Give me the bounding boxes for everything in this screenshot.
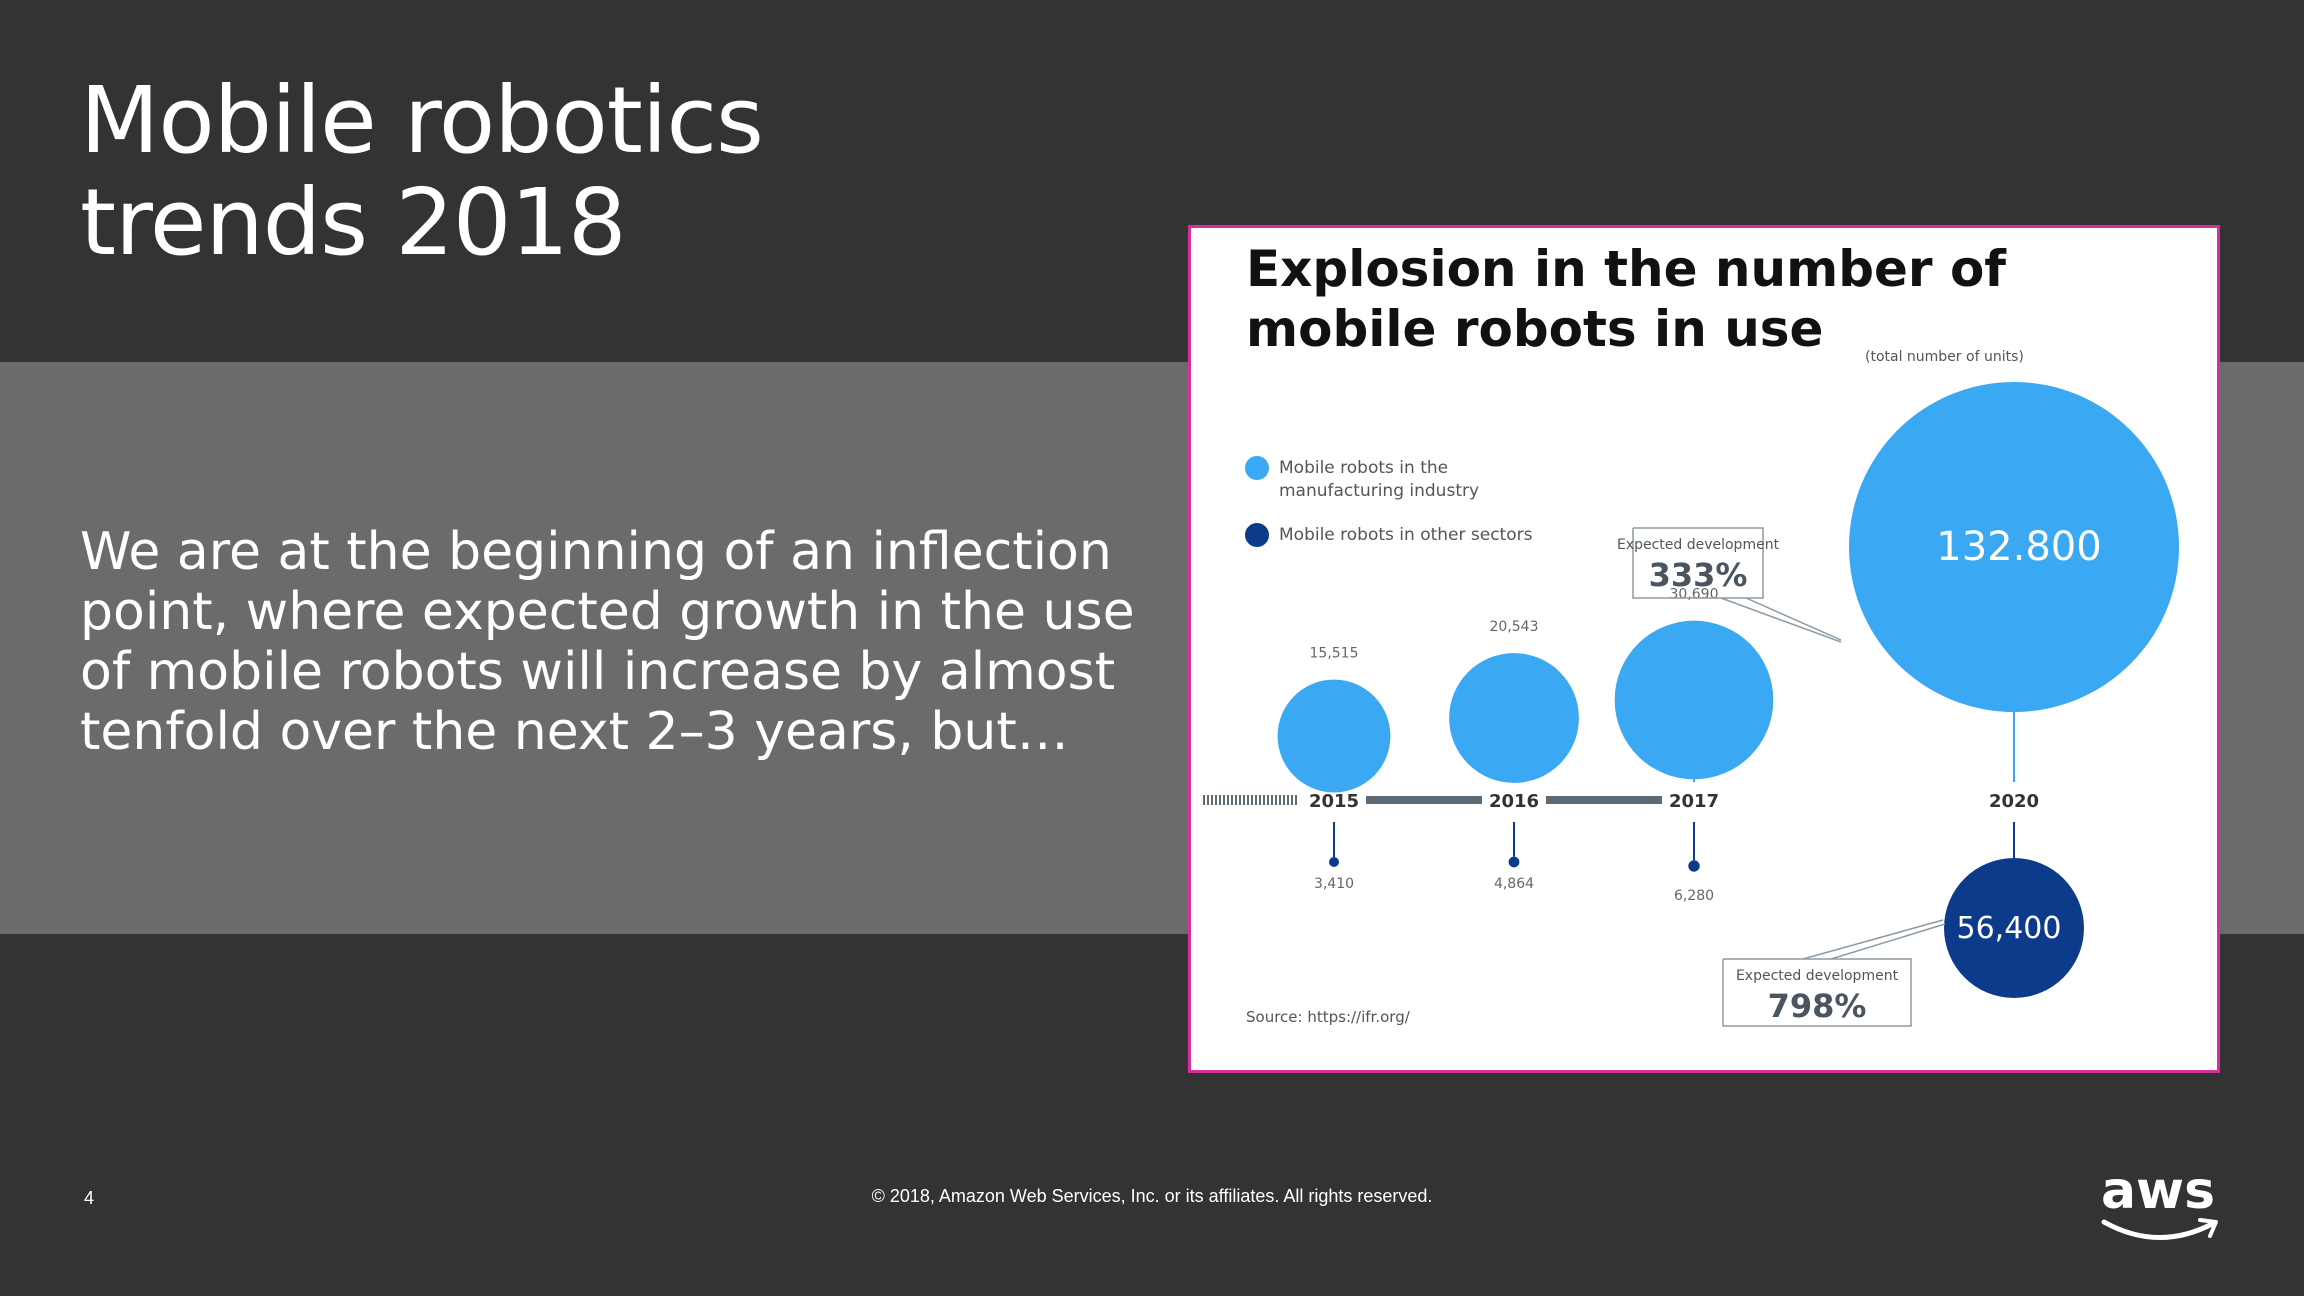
other-sectors-value-label: 4,864 [1494,876,1534,892]
manufacturing-value-label: 132.800 [1936,524,2101,570]
infographic-title-line-1: Explosion in the number of [1246,240,2007,298]
callout-798-label: Expected development [1736,968,1899,984]
slide-title: Mobile robotics trends 2018 [80,67,764,276]
copyright-notice: © 2018, Amazon Web Services, Inc. or its… [871,1186,1433,1206]
other-sectors-value-label: 6,280 [1674,888,1714,904]
manufacturing-value-label: 15,515 [1310,646,1359,662]
infographic-panel: Explosion in the number of mobile robots… [1188,225,2220,1073]
bubble-layer: 15,5153,41020,5434,86430,6906,280132.800… [1277,382,2179,998]
other-sectors-value-label: 56,400 [1957,911,2062,946]
other-sectors-bubble [1944,858,2084,998]
other-sectors-bubble [1688,860,1700,872]
slide-body-text: We are at the beginning of an inflection… [80,522,1135,762]
other-sectors-bubble [1508,856,1520,868]
other-sectors-bubble [1329,857,1339,867]
aws-smile-icon [2101,1219,2215,1240]
manufacturing-bubble [1277,679,1391,793]
legend-manufacturing-swatch [1245,456,1269,480]
callout-333-value: 333% [1649,556,1748,594]
infographic-subtitle: (total number of units) [1865,349,2024,365]
legend-other-swatch [1245,523,1269,547]
legend-manufacturing-label-2: manufacturing industry [1279,481,1479,501]
legend-other-label: Mobile robots in other sectors [1279,525,1533,545]
year-label: 2017 [1669,791,1719,812]
year-label: 2016 [1489,791,1539,812]
slide-number: 4 [84,1188,95,1208]
manufacturing-value-label: 20,543 [1490,619,1539,635]
infographic-source: Source: https://ifr.org/ [1246,1008,1411,1026]
timeline-layer: 2015 2016 2017 2020 [1309,712,2039,861]
callout-798-value: 798% [1768,987,1867,1025]
timeline-hatch [1203,795,1297,805]
aws-logo: aws [2101,1161,2218,1240]
other-sectors-value-label: 3,410 [1314,876,1354,892]
year-label: 2020 [1989,791,2039,812]
aws-logo-text: aws [2101,1161,2215,1221]
infographic-chart: Explosion in the number of mobile robots… [1203,240,2179,1027]
manufacturing-bubble [1849,382,2179,712]
manufacturing-bubble [1614,620,1774,780]
callout-798: Expected development 798% [1722,919,1946,1027]
legend-manufacturing-label-1: Mobile robots in the [1279,458,1448,478]
aws-arrow-icon [2198,1218,2218,1238]
slide-title-line-2: trends 2018 [80,169,626,276]
manufacturing-bubble [1449,653,1579,783]
callout-333-label: Expected development [1617,537,1780,553]
callout-333: Expected development 333% [1617,527,1842,643]
infographic-title-line-2: mobile robots in use [1246,300,1823,358]
year-label: 2015 [1309,791,1359,812]
slide-title-line-1: Mobile robotics [80,67,764,174]
